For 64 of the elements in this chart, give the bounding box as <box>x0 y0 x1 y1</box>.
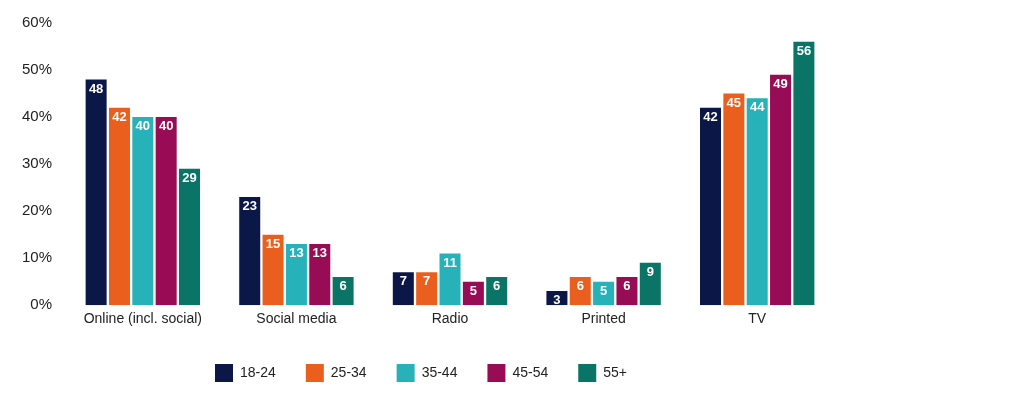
data-label: 29 <box>182 169 197 185</box>
data-label: 6 <box>493 278 501 294</box>
data-label: 7 <box>423 273 431 289</box>
data-label: 56 <box>796 42 812 58</box>
data-label: 48 <box>88 80 104 96</box>
bar <box>85 79 107 306</box>
y-tick-label: 60% <box>21 13 53 31</box>
data-label: 44 <box>749 99 766 115</box>
bar <box>723 93 745 306</box>
y-tick-label: 30% <box>21 154 53 172</box>
data-label: 40 <box>135 118 151 134</box>
data-label: 6 <box>576 278 584 294</box>
y-tick-label: 20% <box>21 201 53 219</box>
bar <box>239 197 261 306</box>
data-label: 9 <box>646 263 654 279</box>
x-tick-label: Social media <box>256 310 337 327</box>
legend-label: 35-44 <box>421 363 458 380</box>
data-label: 13 <box>289 245 304 261</box>
data-label: 42 <box>703 108 718 124</box>
legend-label: 45-54 <box>512 363 549 380</box>
bar <box>700 107 722 306</box>
bar <box>616 276 638 306</box>
y-tick-label: 10% <box>21 248 53 266</box>
bar <box>309 244 331 306</box>
bar <box>155 117 177 306</box>
data-label: 42 <box>112 108 127 124</box>
bar <box>793 41 815 306</box>
legend-label: 55+ <box>603 363 627 380</box>
y-tick-label: 40% <box>21 107 53 125</box>
data-label: 5 <box>599 282 608 298</box>
bar <box>439 253 461 306</box>
y-tick-label: 0% <box>30 295 53 313</box>
x-tick-label: Radio <box>431 310 469 327</box>
data-label: 6 <box>339 278 347 294</box>
bar <box>108 107 130 306</box>
bar <box>132 117 154 306</box>
bar <box>746 98 768 306</box>
legend-label: 18-24 <box>240 363 277 380</box>
y-tick-label: 50% <box>21 60 53 78</box>
x-tick-label: Printed <box>581 310 626 327</box>
bar <box>486 276 508 306</box>
x-tick-label: Online (incl. social) <box>83 310 202 327</box>
bar <box>262 234 284 306</box>
bar <box>770 74 792 306</box>
bar <box>416 272 438 306</box>
data-label: 15 <box>265 235 281 251</box>
data-label: 6 <box>623 278 631 294</box>
legend-label: 25-34 <box>330 363 367 380</box>
data-label: 49 <box>773 75 788 91</box>
data-label: 3 <box>553 292 561 308</box>
x-tick-label: TV <box>748 310 767 327</box>
data-label: 11 <box>443 254 457 270</box>
data-label: 13 <box>312 245 327 261</box>
data-label: 5 <box>469 282 477 298</box>
bar <box>639 262 661 306</box>
data-label: 7 <box>399 273 407 289</box>
bar <box>392 272 414 306</box>
bar <box>332 276 354 306</box>
bar <box>285 244 307 306</box>
bar <box>569 276 591 306</box>
data-label: 23 <box>242 198 257 214</box>
bar <box>179 168 201 306</box>
data-label: 40 <box>158 118 174 134</box>
data-label: 45 <box>726 94 742 110</box>
